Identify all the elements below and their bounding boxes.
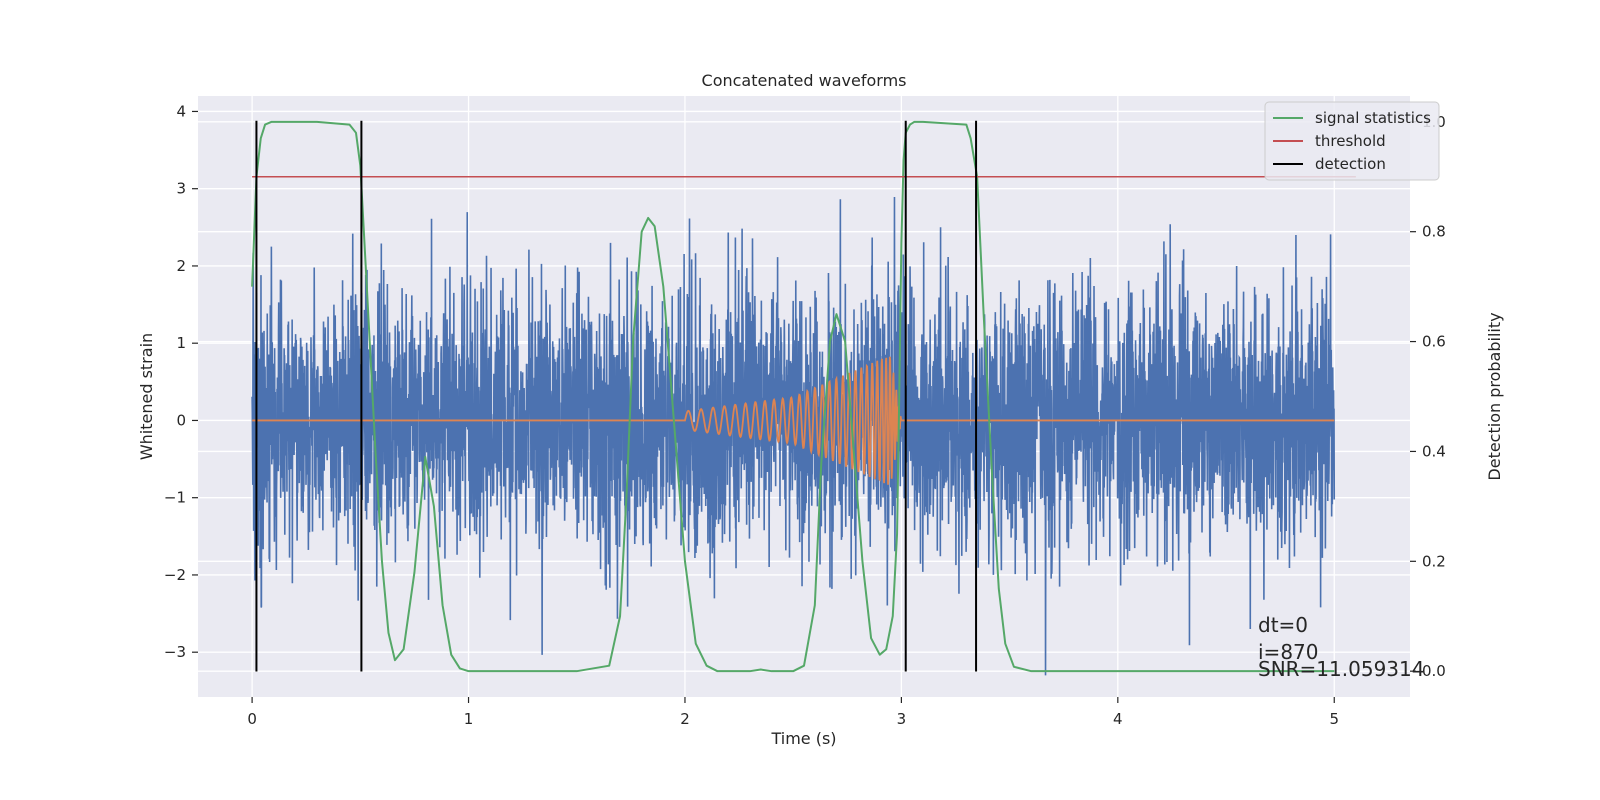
series-line-signal-statistics (251, 120, 1335, 673)
y-axis-label: Whitened strain (137, 333, 156, 460)
series-line-strain-noise (251, 196, 1336, 676)
x-tick-label: 3 (897, 710, 907, 728)
y-tick-label: −1 (164, 489, 186, 507)
x-axis-label: Time (s) (770, 729, 836, 748)
legend-label: threshold (1315, 132, 1386, 150)
y-tick-label: 1 (176, 334, 186, 352)
y2-tick-label: 0.6 (1422, 333, 1446, 351)
annotation-snr: SNR=11.059314 (1258, 657, 1424, 681)
x-tick-label: 2 (680, 710, 690, 728)
plot-content (251, 120, 1356, 676)
legend: signal statistics threshold detection (1264, 101, 1440, 181)
legend-label: signal statistics (1315, 109, 1431, 127)
legend-box (1264, 101, 1440, 181)
annotation-index: i=870 (1258, 640, 1319, 664)
x-tick-label: 0 (247, 710, 257, 728)
y-tick-label: 2 (176, 257, 186, 275)
y2-tick-label: 0.2 (1422, 552, 1446, 570)
y-tick-label: 0 (176, 411, 186, 429)
x-tick-label: 4 (1113, 710, 1123, 728)
left-axis: −3 −2 −1 0 1 2 3 4 (164, 102, 198, 661)
series-line-injected-waveform (252, 356, 1335, 485)
x-tick-label: 5 (1329, 710, 1339, 728)
y-tick-label: −2 (164, 566, 186, 584)
y2-tick-label: 0.0 (1422, 662, 1446, 680)
y2-tick-label: 0.8 (1422, 223, 1446, 241)
series-layer (251, 120, 1356, 676)
y-tick-label: 3 (176, 180, 186, 198)
annotation-dt: dt=0 (1258, 613, 1308, 637)
x-tick-label: 1 (464, 710, 474, 728)
y2-tick-label: 0.4 (1422, 442, 1446, 460)
y2-axis-label: Detection probability (1485, 312, 1504, 480)
y-tick-label: −3 (164, 643, 186, 661)
legend-label: detection (1315, 155, 1386, 173)
x-axis: 0 1 2 3 4 5 (247, 697, 1339, 728)
y-tick-label: 4 (176, 102, 186, 120)
chart-title: Concatenated waveforms (702, 71, 907, 90)
